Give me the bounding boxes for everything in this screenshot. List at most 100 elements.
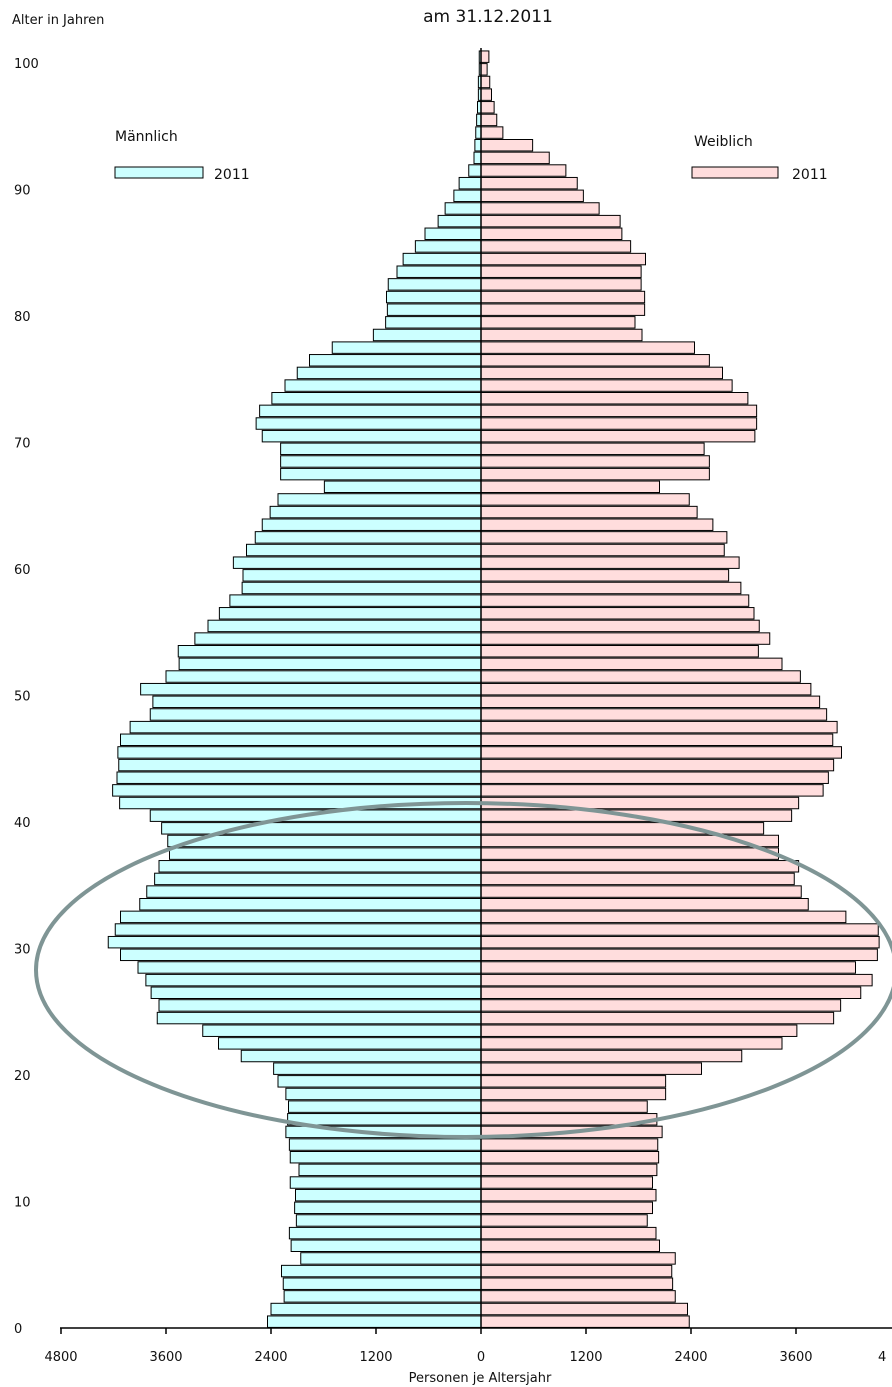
bar-male-age-17	[288, 1100, 482, 1113]
legend-female-series-label: 2011	[792, 167, 828, 183]
bar-female-age-33	[480, 898, 809, 911]
bar-male-age-16	[287, 1113, 482, 1126]
bar-female-age-70	[480, 429, 756, 443]
bar-female-age-27	[480, 973, 873, 987]
bar-female-age-32	[480, 910, 847, 924]
x-tick-label: 2400	[674, 1350, 707, 1365]
bar-male-age-60	[232, 556, 482, 569]
bar-female-age-20	[480, 1062, 702, 1075]
bar-female-age-18	[480, 1087, 667, 1101]
bar-female-age-44	[480, 758, 835, 772]
legend-male-group-label: Männlich	[115, 129, 178, 145]
bar-female-age-69	[480, 442, 705, 456]
bar-male-age-44	[118, 758, 482, 772]
bar-male-age-32	[120, 910, 482, 924]
bar-male-age-45	[117, 746, 482, 759]
bar-female-age-57	[480, 594, 750, 607]
bar-female-age-3	[480, 1277, 674, 1290]
bar-male-age-3	[282, 1277, 482, 1290]
bar-male-age-1	[270, 1302, 482, 1316]
bar-male-age-22	[218, 1037, 482, 1050]
y-tick-label: 100	[14, 57, 39, 72]
bar-female-age-59	[480, 569, 730, 582]
bar-male-age-90	[458, 176, 482, 190]
bar-male-age-21	[240, 1049, 482, 1063]
bar-male-age-18	[285, 1087, 482, 1101]
bar-female-age-17	[480, 1100, 648, 1113]
bar-male-age-8	[295, 1214, 482, 1227]
bar-female-age-9	[480, 1201, 653, 1215]
x-tick-label: 4800	[44, 1350, 77, 1365]
bar-male-age-73	[271, 392, 482, 405]
bar-male-age-34	[146, 885, 482, 898]
bar-male-age-88	[444, 202, 482, 215]
bar-female-age-72	[480, 404, 758, 418]
bar-female-age-7	[480, 1226, 657, 1240]
bar-female-age-45	[480, 746, 842, 759]
bar-male-age-27	[145, 973, 482, 987]
bar-female-age-53	[480, 645, 759, 658]
bar-male-age-80	[386, 303, 482, 316]
bar-male-age-12	[298, 1163, 482, 1177]
bar-female-age-10	[480, 1188, 657, 1202]
y-ticks-group: 0 10 20 30 40 50 60 70 80 90 100	[14, 57, 39, 1337]
bar-male-age-75	[296, 366, 482, 380]
bar-female-age-91	[480, 164, 567, 177]
bar-female-age-81	[480, 290, 646, 304]
bar-female-age-2	[480, 1290, 676, 1303]
bar-female-age-36	[480, 860, 800, 873]
y-tick-label: 50	[14, 690, 31, 705]
bar-male-age-48	[149, 708, 482, 721]
bar-male-age-86	[424, 227, 482, 241]
bar-male-age-65	[277, 493, 482, 506]
bar-female-age-37	[480, 847, 779, 860]
bar-male-age-67	[280, 467, 482, 481]
bar-female-age-87	[480, 214, 621, 228]
bar-male-age-20	[273, 1062, 482, 1075]
x-ticks-group: 4800 3600 2400 1200 0 1200 2400 3600 4	[44, 1328, 886, 1365]
bar-female-age-28	[480, 961, 856, 974]
bar-female-age-25	[480, 999, 842, 1012]
y-tick-label: 40	[14, 816, 31, 831]
x-tick-label: 3600	[149, 1350, 182, 1365]
bar-male-age-23	[202, 1024, 482, 1037]
bar-male-age-37	[169, 847, 482, 860]
bar-female-age-61	[480, 543, 725, 557]
bar-male-age-55	[207, 619, 482, 633]
y-tick-label: 10	[14, 1196, 31, 1211]
bar-female-age-43	[480, 771, 829, 784]
bar-male-age-85	[414, 240, 482, 253]
bar-female-age-1	[480, 1302, 688, 1316]
bar-female-age-76	[480, 354, 710, 367]
y-tick-label: 80	[14, 310, 31, 325]
bar-female-age-42	[480, 784, 824, 797]
bar-male-age-57	[229, 594, 482, 607]
bar-male-age-72	[259, 404, 482, 418]
bar-female-age-6	[480, 1239, 660, 1253]
bar-male-age-24	[156, 1011, 482, 1025]
bar-female-age-55	[480, 619, 760, 633]
bar-male-age-0	[267, 1315, 482, 1328]
bar-female-age-82	[480, 278, 642, 291]
bar-female-age-92	[480, 151, 550, 165]
bar-female-age-5	[480, 1252, 676, 1265]
bar-female-age-14	[480, 1138, 659, 1151]
bar-male-age-6	[290, 1239, 482, 1253]
bar-female-age-13	[480, 1151, 660, 1164]
bar-female-age-0	[480, 1315, 690, 1328]
bar-female-age-58	[480, 581, 742, 595]
bar-female-age-49	[480, 695, 821, 709]
bar-female-age-74	[480, 379, 733, 392]
bar-female-age-88	[480, 202, 600, 215]
bar-male-age-7	[288, 1226, 482, 1240]
bar-female-age-85	[480, 240, 632, 253]
bar-female-age-79	[480, 316, 636, 329]
x-tick-label: 1200	[569, 1350, 602, 1365]
bar-female-age-12	[480, 1163, 658, 1177]
bar-male-age-53	[177, 645, 482, 658]
bar-female-age-52	[480, 657, 783, 671]
bar-male-age-29	[120, 948, 482, 962]
bar-female-age-84	[480, 252, 646, 266]
bar-female-age-63	[480, 518, 714, 531]
